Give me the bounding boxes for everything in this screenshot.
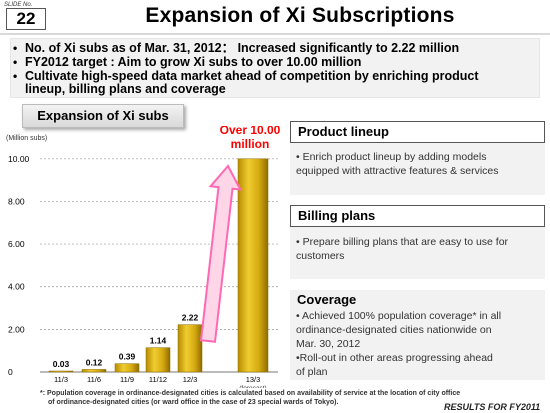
x-tick-label: 11/9 (120, 375, 134, 384)
x-tick-label: 13/3 (246, 375, 261, 384)
results-footer: RESULTS FOR FY2011 (444, 402, 541, 412)
coverage-header: Coverage (290, 290, 545, 312)
slide-number: 22 (6, 8, 46, 30)
x-tick-label: 11/12 (149, 375, 167, 384)
billing-line-2: customers (296, 250, 345, 262)
bullet-1: No. of Xi subs as of Mar. 31, 2012： Incr… (25, 41, 460, 55)
coverage-line-1: • Achieved 100% population coverage* in … (296, 310, 502, 322)
coverage-line-5: of plan (296, 366, 328, 378)
product-line-1: • Enrich product lineup by adding models (296, 151, 487, 163)
x-tick-label: 11/6 (87, 375, 101, 384)
forecast-annotation-line-1: Over 10.00 (220, 126, 281, 137)
title-divider (0, 33, 550, 35)
bar (48, 370, 74, 373)
bullet-2: FY2012 target : Aim to grow Xi subs to o… (25, 55, 362, 69)
footnote-line-1: *: Population coverage in ordinance-desi… (40, 390, 461, 397)
y-tick-label: 6.00 (8, 239, 25, 249)
slide-number-label: SLIDE No. (4, 2, 33, 8)
x-tick-label: 12/3 (183, 375, 198, 384)
coverage-body: • Achieved 100% population coverage* in … (290, 308, 545, 380)
bullet-3: Cultivate high-speed data market ahead o… (25, 69, 479, 83)
product-lineup-header: Product lineup (290, 121, 545, 143)
product-line-2: equipped with attractive features & serv… (296, 165, 499, 177)
bullet-dot: • (13, 69, 18, 83)
chart-section-label: Expansion of Xi subs (22, 104, 184, 128)
billing-plans-header: Billing plans (290, 205, 545, 227)
bar (145, 347, 171, 373)
coverage-line-4: •Roll-out in other areas progressing ahe… (296, 352, 493, 364)
data-label: 2.22 (182, 313, 199, 323)
bar (81, 369, 107, 373)
y-tick-label: 2.00 (8, 324, 25, 334)
y-axis-label: (Million subs) (6, 135, 47, 142)
x-tick-label: 11/3 (54, 375, 68, 384)
y-tick-label: 10.00 (8, 154, 30, 164)
footnote: *: Population coverage in ordinance-desi… (40, 389, 460, 407)
y-tick-label: 0 (8, 367, 13, 377)
y-tick-label: 4.00 (8, 282, 25, 292)
bar (177, 324, 203, 373)
x-tick-note: (forecast) (239, 385, 266, 388)
page-title: Expansion of Xi Subscriptions (145, 4, 455, 27)
billing-plans-body: • Prepare billing plans that are easy to… (290, 227, 545, 279)
summary-bullets: • No. of Xi subs as of Mar. 31, 2012： In… (10, 38, 540, 98)
bullet-dot: • (13, 41, 18, 55)
data-label: 0.12 (86, 357, 103, 367)
bar (237, 158, 269, 373)
product-lineup-body: • Enrich product lineup by adding models… (290, 143, 545, 195)
coverage-line-2: ordinance-designated cities nationwide o… (296, 324, 492, 336)
billing-line-1: • Prepare billing plans that are easy to… (296, 236, 509, 248)
coverage-line-3: Mar. 30, 2012 (296, 338, 361, 350)
footnote-line-2: of ordinance-designated cities (or ward … (48, 399, 339, 406)
data-label: 0.39 (119, 352, 136, 362)
growth-arrow (199, 164, 243, 343)
data-label: 0.03 (53, 359, 70, 369)
bar (114, 363, 140, 373)
bullet-dot: • (13, 55, 18, 69)
forecast-annotation-line-2: million (231, 137, 270, 151)
xi-subs-bar-chart: (Million subs) 0 2.00 4.00 6.00 8.00 10.00 0.03… (6, 126, 281, 388)
bullet-3-cont: lineup, billing plans and coverage (25, 82, 226, 96)
y-tick-label: 8.00 (8, 196, 25, 206)
data-label: 1.14 (150, 336, 167, 346)
